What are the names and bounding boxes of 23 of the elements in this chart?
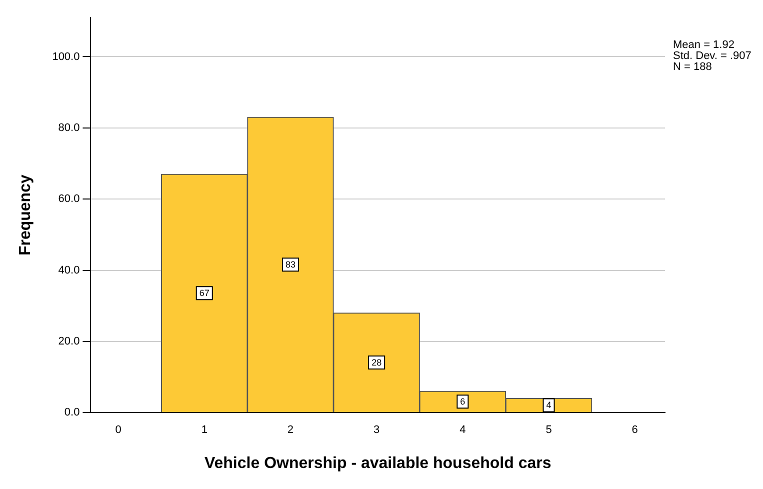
text: Std. Dev. = .907 [673,50,752,62]
y-tick-label: 60.0 [58,193,80,206]
y-tick-label: 100.0 [52,50,80,63]
data-label: 67 [199,288,210,298]
y-tick-label: 40.0 [58,264,80,276]
x-tick-label: 3 [374,424,380,436]
x-tick-label: 5 [546,424,552,436]
y-tick-label: 80.0 [58,122,80,134]
x-tick-label: 2 [287,424,294,436]
x-tick-label: 4 [460,424,466,436]
x-tick-label: 0 [115,424,122,436]
data-label: 6 [460,396,466,407]
text: N = 188 [673,61,712,74]
data-label: 83 [285,260,296,270]
data-label: 28 [372,358,382,368]
data-label: 4 [546,400,552,410]
x-tick-label: 1 [201,424,208,436]
text: Mean = 1.92 [673,39,734,52]
y-tick-label: 20.0 [58,335,80,348]
x-tick-label: 6 [632,424,638,436]
x-axis-title: Vehicle Ownership - available household cars [204,454,552,472]
y-tick-label: 0.0 [64,406,80,419]
y-axis-title: Frequency [17,174,34,256]
